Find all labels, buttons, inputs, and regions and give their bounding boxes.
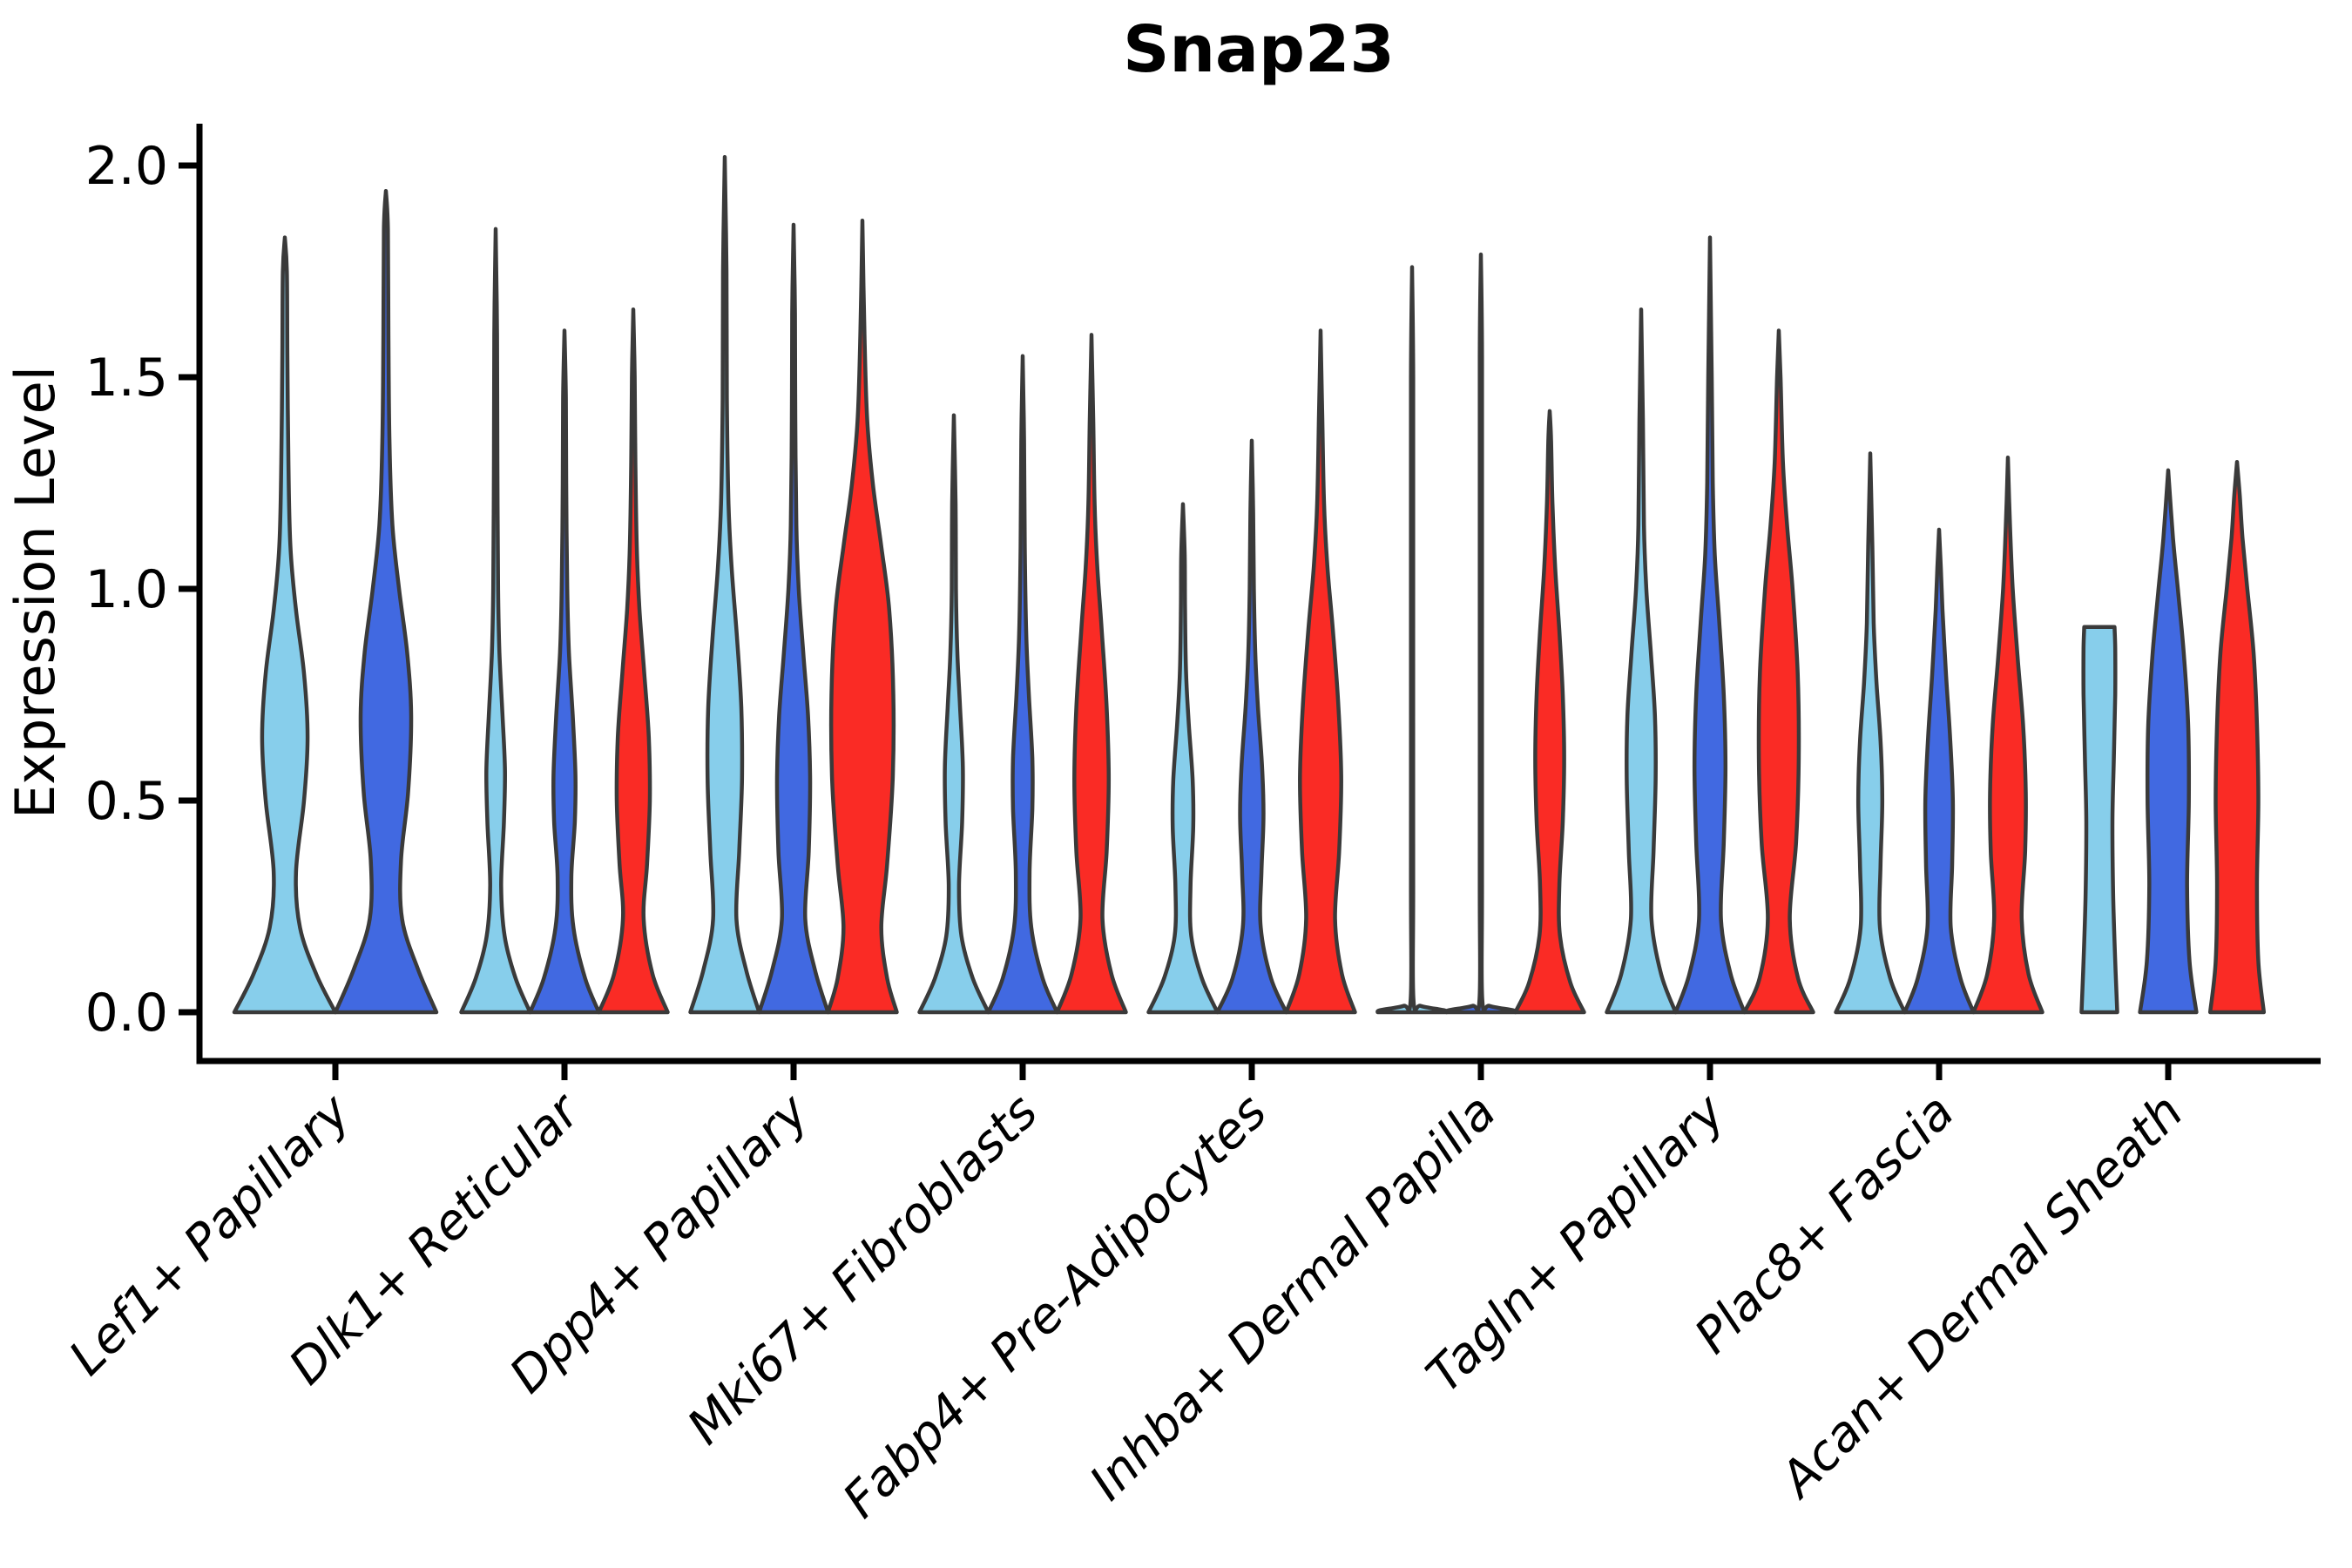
y-axis-label: Expression Level [3, 366, 67, 819]
violins-layer [232, 155, 2267, 1015]
violin-series-royalblue [1215, 438, 1288, 1015]
violin-series-skyblue [459, 226, 532, 1015]
violin-series-skyblue [1375, 265, 1449, 1015]
y-tick-label: 1.5 [85, 348, 168, 409]
y-tick-label: 1.0 [85, 559, 168, 620]
y-tick-label: 2.0 [85, 136, 168, 197]
violin-series-royalblue [1673, 235, 1747, 1015]
violin-series-skyblue [1834, 451, 1907, 1015]
violin-series-skyblue [917, 413, 990, 1015]
violin-series-royalblue [333, 188, 439, 1015]
violin-series-red [826, 218, 899, 1015]
violin-series-royalblue [528, 328, 601, 1015]
chart-title: Snap23 [1123, 12, 1395, 87]
violin-series-royalblue [2138, 468, 2199, 1015]
violin-series-royalblue [757, 222, 830, 1015]
violin-series-royalblue [1903, 527, 1976, 1015]
violin-series-royalblue [1444, 252, 1517, 1015]
violin-series-red [1055, 333, 1128, 1015]
y-tick-label: 0.5 [85, 771, 168, 832]
y-tick-label: 0.0 [85, 983, 168, 1044]
violin-series-skyblue [1146, 502, 1220, 1015]
violin-series-red [597, 307, 670, 1015]
violin-series-red [1284, 328, 1357, 1015]
violin-series-red [1971, 456, 2044, 1015]
violin-series-skyblue [232, 235, 338, 1015]
x-tick-label: Acan+ Dermal Sheath [1768, 1084, 2194, 1510]
violin-series-skyblue [688, 155, 761, 1015]
violin-series-royalblue [986, 354, 1059, 1015]
violin-series-red [2207, 459, 2267, 1015]
x-tick-label: Fabp4+ Pre-Adipocytes [833, 1084, 1278, 1529]
violin-series-skyblue [2079, 625, 2119, 1015]
violin-series-red [1742, 328, 1815, 1015]
violin-series-skyblue [1605, 307, 1678, 1015]
violin-series-red [1513, 409, 1586, 1015]
x-tick-label: Inhba+ Dermal Papilla [1079, 1084, 1507, 1511]
